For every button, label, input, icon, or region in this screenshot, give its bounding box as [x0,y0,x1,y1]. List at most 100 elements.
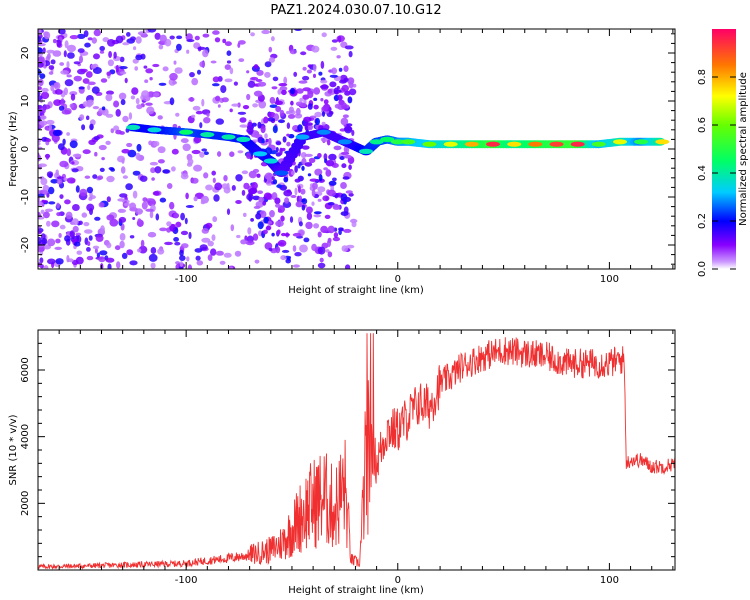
spectral-noise-blob [110,168,115,172]
spectral-noise-blob [306,69,312,74]
x-tick-label: 0 [395,575,401,586]
spectral-noise-blob [320,79,328,84]
spectral-noise-blob [159,227,168,232]
spectral-noise-blob [199,244,208,251]
spectral-noise-blob [282,201,292,208]
spectral-noise-blob [59,194,64,200]
spectral-noise-blob [41,237,48,246]
spectral-noise-blob [92,67,102,74]
spectral-noise-blob [211,234,216,242]
spectral-noise-blob [67,177,76,184]
spectral-noise-blob [195,110,203,115]
spectral-noise-blob [329,81,337,88]
spectral-noise-blob [215,118,224,125]
spectral-noise-blob [136,143,142,152]
spectral-noise-blob [326,139,331,146]
ridge-point [380,136,395,142]
spectral-noise-blob [88,139,96,145]
spectral-noise-blob [250,76,259,81]
spectral-noise-blob [88,99,94,106]
spectral-noise-blob [79,188,88,197]
spectral-noise-blob [77,48,85,53]
spectral-noise-blob [275,141,282,146]
spectral-noise-blob [338,67,343,72]
spectral-noise-blob [45,153,50,160]
spectral-noise-blob [311,45,320,53]
spectral-noise-blob [105,257,115,263]
spectral-noise-blob [298,221,303,227]
colorbar-ticks: 0.0 0.2 0.4 0.6 0.8 [697,69,736,277]
spectral-noise-blob [205,222,213,229]
spectral-noise-blob [131,87,139,95]
spectral-noise-blob [162,169,170,174]
spectral-noise-blob [275,147,279,153]
spectral-noise-blob [69,35,79,40]
spectral-noise-blob [55,169,59,176]
spectral-noise-blob [164,241,173,246]
spectral-noise-blob [251,122,257,127]
spectral-noise-blob [136,104,143,110]
spectral-noise-blob [87,37,93,41]
spectral-noise-blob [272,125,278,134]
spectral-noise-blob [69,230,76,238]
spectral-noise-blob [286,133,290,137]
spectral-noise-blob [332,236,340,242]
spectral-noise-blob [252,103,258,108]
spectral-noise-blob [166,221,172,227]
spectral-noise-blob [80,68,88,73]
spectral-noise-blob [59,62,65,66]
spectral-noise-blob [106,196,111,203]
spectral-noise-blob [39,189,49,195]
y-tick-label: 4000 [20,424,31,449]
spectral-noise-blob [119,240,125,249]
spectral-noise-blob [137,248,142,253]
spectral-noise-blob [304,122,313,126]
spectral-noise-blob [67,52,75,59]
spectral-noise-blob [275,106,282,113]
spectral-noise-blob [332,177,337,182]
spectral-noise-blob [339,156,345,160]
spectral-noise-blob [141,90,150,98]
spectral-noise-blob [248,170,257,179]
ridge-point [655,139,670,145]
spectral-noise-blob [279,147,283,156]
spectral-noise-blob [320,84,329,89]
spectral-noise-blob [301,145,310,150]
spectral-noise-blob [139,175,148,182]
spectral-noise-blob [76,235,82,244]
spectral-noise-blob [337,35,342,43]
spectral-noise-blob [239,117,247,123]
spectral-noise-blob [101,106,106,111]
spectral-noise-blob [130,36,136,41]
spectral-noise-blob [317,198,322,202]
spectral-noise-blob [51,220,60,228]
spectral-noise-blob [275,203,281,208]
spectral-noise-blob [202,33,210,38]
spectral-noise-blob [157,159,165,164]
spectral-noise-blob [277,89,282,95]
spectral-noise-blob [185,205,194,208]
spectral-noise-blob [313,223,320,229]
spectral-noise-blob [86,255,94,261]
spectral-noise-blob [72,204,80,211]
spectral-noise-blob [298,195,302,202]
spectral-noise-blob [343,154,352,159]
spectral-noise-blob [312,182,318,190]
y-tick-label: 6000 [20,357,31,382]
spectral-noise-blob [311,189,316,197]
spectral-noise-blob [110,128,115,134]
spectral-noise-blob [201,228,209,234]
spectral-noise-blob [351,129,355,136]
spectral-noise-blob [334,193,339,199]
spectral-noise-blob [84,229,93,234]
spectral-noise-blob [287,257,291,261]
spectral-noise-blob [86,186,94,194]
spectral-noise-blob [246,152,251,160]
spectral-noise-blob [51,134,60,143]
spectral-noise-blob [313,104,319,110]
spectral-noise-blob [81,212,88,218]
spectral-noise-blob [317,186,326,193]
spectral-noise-blob [299,102,307,108]
spectral-noise-blob [144,79,149,83]
